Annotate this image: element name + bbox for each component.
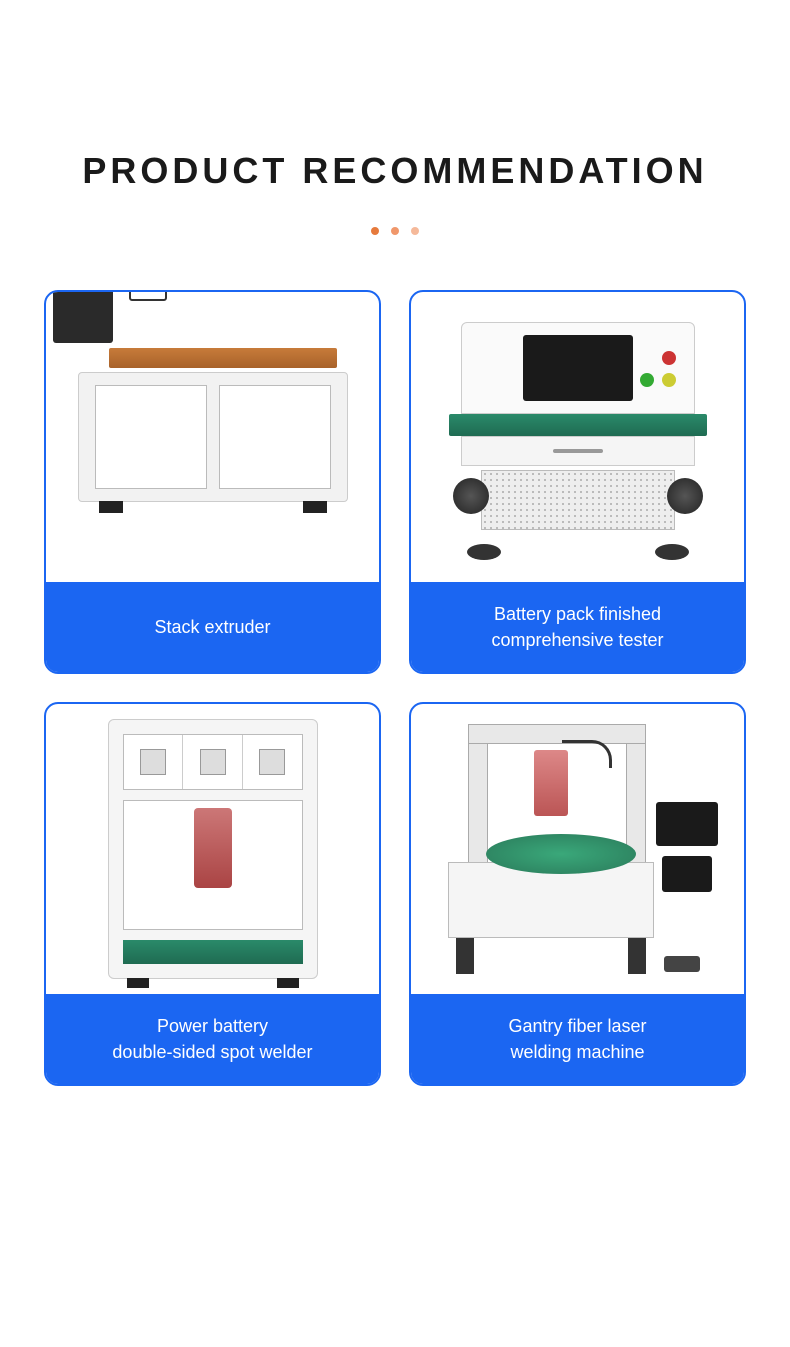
page-title: PRODUCT RECOMMENDATION xyxy=(0,150,790,192)
product-image xyxy=(46,292,379,582)
product-card-spot-welder[interactable]: Power battery double-sided spot welder xyxy=(44,702,381,1086)
product-image xyxy=(411,292,744,582)
product-card-laser-welder[interactable]: Gantry fiber laser welding machine xyxy=(409,702,746,1086)
product-grid: Stack extruder Battery pack finished com… xyxy=(0,290,790,1086)
dot-icon xyxy=(391,227,399,235)
decorative-dots xyxy=(0,222,790,240)
dot-icon xyxy=(371,227,379,235)
dot-icon xyxy=(411,227,419,235)
product-label: Gantry fiber laser welding machine xyxy=(411,994,744,1084)
product-label: Stack extruder xyxy=(46,582,379,672)
product-label: Battery pack finished comprehensive test… xyxy=(411,582,744,672)
product-card-stack-extruder[interactable]: Stack extruder xyxy=(44,290,381,674)
product-label: Power battery double-sided spot welder xyxy=(46,994,379,1084)
product-card-battery-tester[interactable]: Battery pack finished comprehensive test… xyxy=(409,290,746,674)
product-image xyxy=(46,704,379,994)
product-image xyxy=(411,704,744,994)
